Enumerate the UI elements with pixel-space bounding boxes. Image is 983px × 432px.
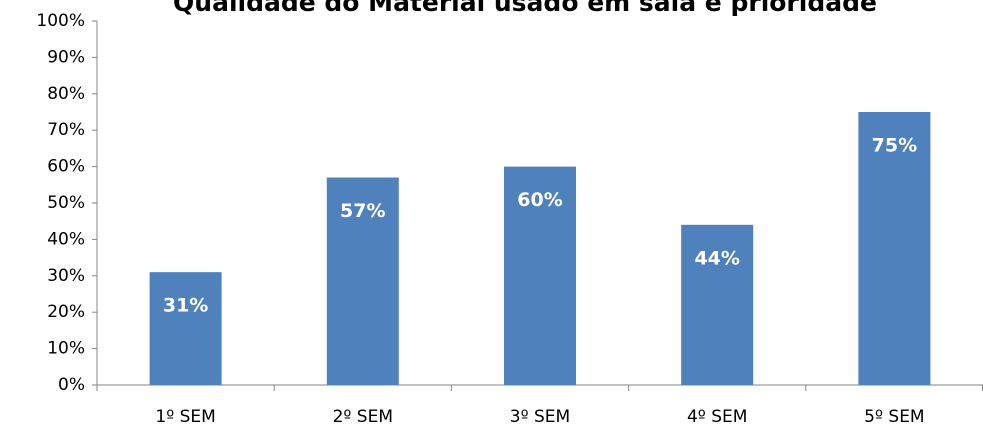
y-tick-label: 50%: [47, 193, 85, 213]
value-label: 31%: [163, 295, 208, 317]
y-tick-label: 60%: [47, 157, 85, 177]
y-tick-label: 70%: [47, 120, 85, 140]
y-tick-label: 80%: [47, 84, 85, 104]
value-label: 44%: [694, 247, 739, 269]
value-label: 75%: [872, 135, 917, 157]
chart-title: Qualidade do Material usado em sala é pr…: [173, 0, 877, 17]
value-label: 57%: [340, 200, 385, 222]
bar: [504, 166, 576, 385]
y-tick-label: 40%: [47, 229, 85, 249]
bar: [149, 272, 222, 385]
x-tick-label: 2º SEM: [333, 407, 393, 427]
bar: [858, 112, 931, 385]
bar: [326, 177, 399, 385]
x-tick-label: 4º SEM: [687, 407, 747, 427]
x-tick-label: 3º SEM: [510, 407, 570, 427]
y-tick-label: 0%: [58, 375, 85, 395]
y-tick-label: 30%: [47, 266, 85, 286]
bar: [681, 224, 754, 385]
value-label: 60%: [517, 189, 562, 211]
y-tick-label: 100%: [36, 11, 85, 31]
x-tick-label: 1º SEM: [155, 407, 215, 427]
y-tick-label: 90%: [47, 47, 85, 67]
x-tick-label: 5º SEM: [864, 407, 924, 427]
y-tick-label: 10%: [47, 339, 85, 359]
y-tick-label: 20%: [47, 302, 85, 322]
